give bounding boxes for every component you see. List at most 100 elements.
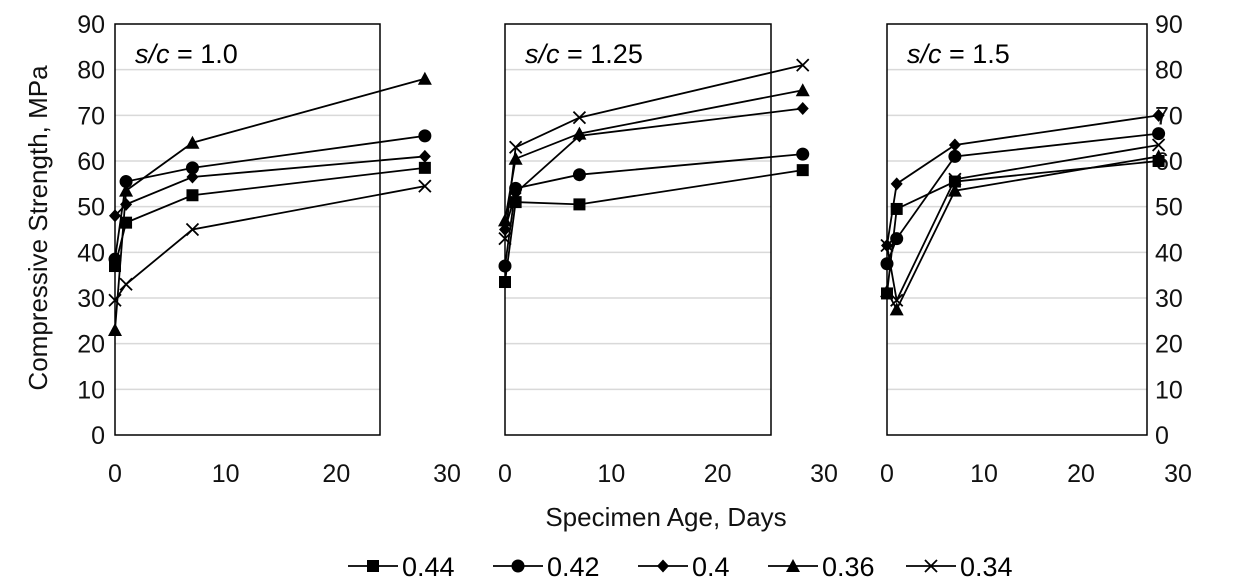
panel-label: s/c = 1.5 [907,39,1010,69]
panel-1: 0 10 20 30 0 10 20 30 40 50 60 70 80 90 s/c = 1.0 [77,11,461,488]
data-point [498,259,512,273]
series-line [114,77,426,331]
legend-item-0.42: 0.42 [493,552,600,582]
series-0.36 [880,149,1166,316]
data-point [119,183,134,197]
data-point [186,170,199,184]
data-point [509,186,522,200]
data-point [418,179,432,193]
y-tick-label-right: 80 [1155,57,1183,85]
data-point [948,138,961,152]
data-point [418,129,432,143]
panel-label-value: = 1.5 [942,39,1010,69]
y-tick-label: 90 [77,11,105,39]
x-tick-label: 0 [880,460,894,488]
data-point [880,238,894,253]
data-point [418,161,431,174]
data-point [796,101,809,115]
x-tick-label: 20 [322,460,350,488]
data-point [948,172,962,186]
data-point [498,231,512,246]
y-tick-label: 30 [77,285,105,313]
series-line [504,64,803,239]
y-tick-label: 0 [91,422,105,450]
y-tick-label-right: 0 [1155,422,1169,450]
series-0.44 [499,164,809,289]
data-point [108,322,122,336]
x-tick-label: 10 [212,460,240,488]
legend-label: 0.34 [960,552,1013,582]
x-tick-label: 30 [1164,460,1192,488]
data-point [508,140,523,154]
legend-item-0.36: 0.36 [768,552,875,582]
data-point [120,197,133,211]
series-line [114,166,425,267]
legend-marker [924,559,938,573]
data-point [185,135,200,149]
panel-label-value: = 1.0 [170,39,238,69]
data-point [890,177,903,191]
plot-frame [504,23,772,436]
series-0.36 [498,83,810,227]
data-point [880,284,894,298]
series-line [114,155,425,217]
series-line [504,107,803,230]
data-point [1152,127,1166,141]
data-point [108,293,122,307]
series-0.4 [881,108,1165,252]
series-line [886,160,1159,294]
series-0.34 [108,179,432,307]
x-tick-label: 0 [498,460,512,488]
y-tick-label-right: 90 [1155,11,1183,39]
series-line [886,144,1159,304]
legend-item-0.4: 0.4 [638,552,730,582]
data-point [572,110,587,125]
data-point [498,213,512,227]
data-point [418,149,431,163]
x-tick-label: 10 [970,460,998,488]
series-line [504,169,803,283]
data-point [796,58,810,72]
legend-marker [511,559,525,573]
chart-panels: 0 10 20 30 0 10 20 30 40 50 60 70 80 90 s/c = 1.0 0 10 20… [77,11,1192,488]
series-line [886,114,1159,246]
data-point [947,183,962,197]
data-point [508,151,523,165]
series-0.34 [880,138,1166,307]
series-line [114,134,425,260]
panel-label: s/c = 1.25 [525,39,643,69]
data-point [573,198,586,211]
x-tick-label: 30 [810,460,838,488]
y-tick-label-right: 10 [1155,376,1183,404]
series-0.34 [498,58,810,246]
y-tick-label: 20 [77,331,105,359]
series-0.4 [109,149,431,223]
legend-label: 0.42 [547,552,600,582]
legend-item-0.34: 0.34 [906,552,1013,582]
x-tick-label: 20 [704,460,732,488]
data-point [1151,149,1166,163]
data-point [417,71,432,85]
legend-label: 0.44 [402,552,455,582]
data-point [796,147,810,161]
legend-label: 0.4 [692,552,730,582]
series-line [886,155,1159,312]
data-point [109,209,121,223]
data-point [795,83,810,97]
data-point [1152,108,1165,122]
plot-frame [886,23,1148,436]
data-point [108,252,122,266]
legend-marker [657,559,669,573]
series-0.44 [881,155,1165,300]
data-point [572,168,586,182]
data-point [948,149,962,163]
data-point [796,164,809,177]
y-axis-title: Compressive Strength, MPa [23,65,53,391]
series-0.42 [108,129,432,266]
data-point [890,293,904,307]
data-point [120,216,133,229]
panel-label-value: = 1.25 [560,39,643,69]
data-point [119,277,133,291]
